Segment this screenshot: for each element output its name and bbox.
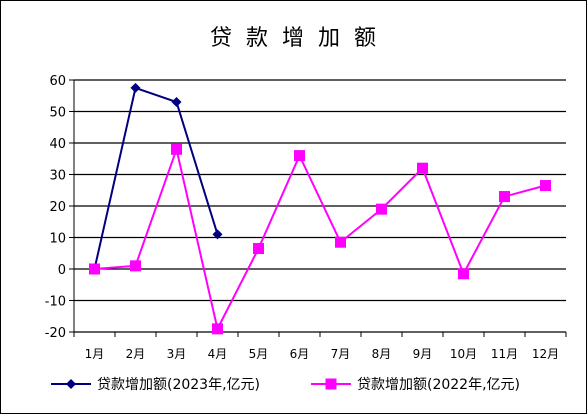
y-tick-label: 10 [49,232,66,247]
x-tick-label: 6月 [290,347,310,361]
y-tick-label: -10 [45,295,66,310]
series-point-1 [171,97,182,108]
x-tick-label: 7月 [331,347,351,361]
legend-label-2: 贷款增加额(2022年,亿元) [357,377,520,393]
y-tick-label: 50 [49,106,66,121]
series-point-2 [171,143,182,155]
x-tick-label: 8月 [372,347,392,361]
y-tick-label: 20 [49,200,66,215]
y-tick-label: 30 [49,169,66,184]
series-point-2 [458,268,469,280]
x-tick-label: 1月 [85,347,105,361]
series-point-2 [499,191,510,203]
x-tick-label: 4月 [208,347,228,361]
x-tick-label: 5月 [249,347,269,361]
series-point-1 [212,229,223,240]
series-point-2 [335,236,346,248]
series-point-2 [130,260,141,272]
y-tick-label: 0 [58,263,66,278]
series-point-2 [540,180,551,192]
series-point-2 [376,203,387,215]
series-line-2 [94,145,546,332]
y-tick-label: 60 [49,74,66,89]
series-line-1 [93,86,219,270]
x-tick-label: 9月 [413,347,433,361]
series-point-2 [417,162,428,174]
chart-title: 贷款增加额 [210,26,390,51]
x-tick-label: 2月 [126,347,146,361]
x-tick-label: 3月 [167,347,187,361]
series-point-2 [89,263,100,275]
legend-label-1: 贷款增加额(2023年,亿元) [97,377,260,393]
x-tick-label: 10月 [450,347,477,361]
series-point-2 [294,150,305,162]
legend-marker-2 [325,378,337,390]
x-tick-label: 12月 [532,347,559,361]
series-point-2 [253,243,264,255]
series-point-1 [130,82,141,93]
x-tick-label: 11月 [491,347,518,361]
legend-marker-1 [66,379,76,389]
y-tick-label: -20 [45,326,66,341]
y-tick-label: 40 [49,137,66,152]
series-point-2 [212,323,223,335]
